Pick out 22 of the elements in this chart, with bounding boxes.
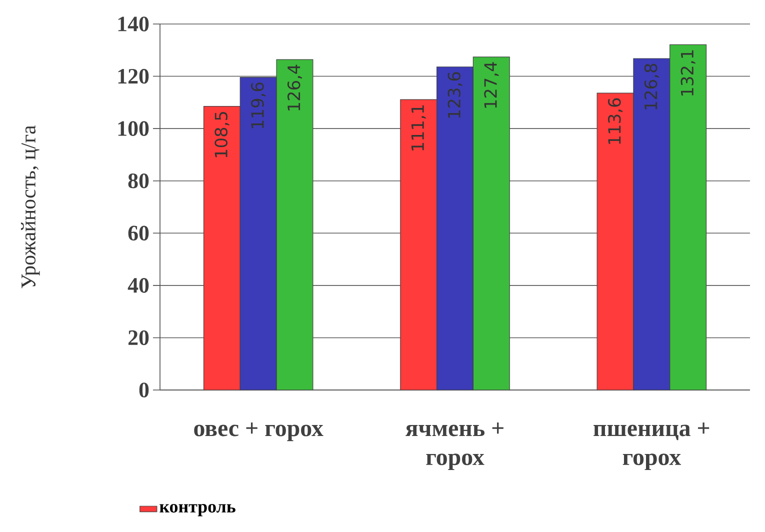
x-tick-label: пшеница + горох bbox=[594, 422, 710, 470]
y-tick-label: 140 bbox=[118, 16, 149, 32]
x-tick-label: овес + горох bbox=[194, 422, 324, 442]
data-label: 123,6 bbox=[448, 72, 462, 118]
y-tick-label: 60 bbox=[128, 226, 149, 241]
y-tick-label: 20 bbox=[128, 330, 149, 346]
y-tick-label: 100 bbox=[118, 121, 149, 136]
y-tick-label: 120 bbox=[118, 68, 149, 84]
y-tick-label: 40 bbox=[128, 278, 149, 293]
data-label: 113,6 bbox=[608, 98, 623, 144]
data-label: 132,1 bbox=[680, 50, 696, 96]
y-tick-label: 0 bbox=[139, 382, 149, 398]
data-label: 111,1 bbox=[411, 105, 426, 150]
data-label: 119,6 bbox=[251, 82, 266, 128]
y-tick-label: 80 bbox=[128, 173, 149, 188]
data-label: 127,4 bbox=[484, 62, 499, 108]
legend-label: контроль bbox=[160, 504, 236, 516]
y-axis-title: Урожайность, ц/га bbox=[20, 125, 40, 288]
x-tick-label: ячмень + горох bbox=[406, 422, 504, 470]
data-label: 126,4 bbox=[287, 64, 302, 110]
data-label: 126,8 bbox=[644, 64, 659, 110]
data-label: 108,5 bbox=[214, 112, 230, 158]
